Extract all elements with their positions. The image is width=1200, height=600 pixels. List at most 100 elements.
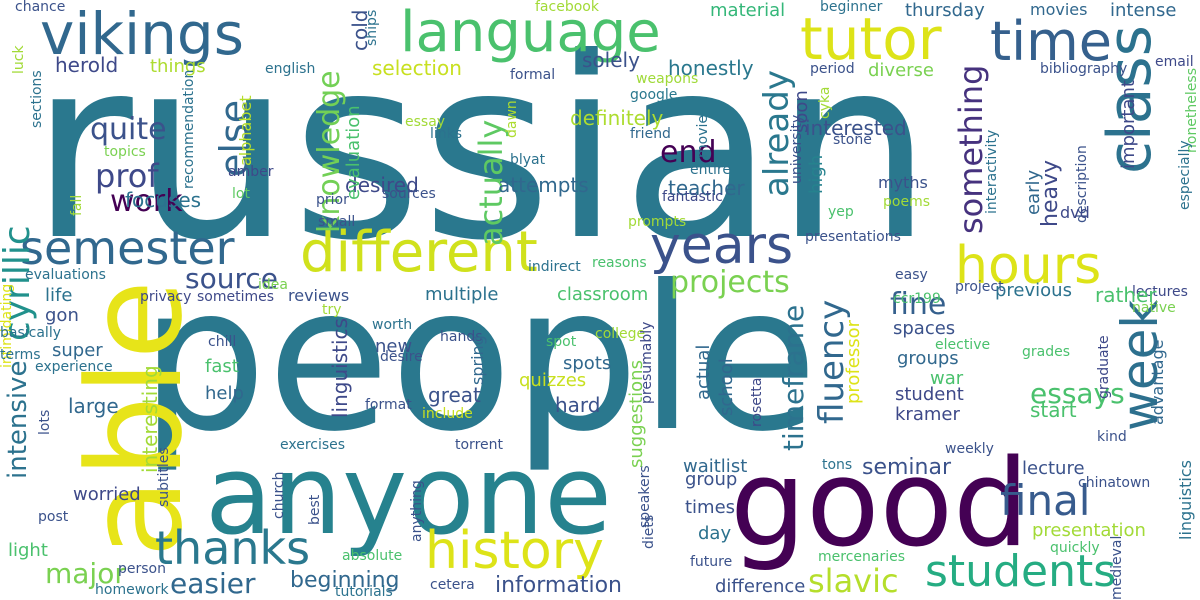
word-reasons: reasons	[592, 255, 647, 271]
word-best: best	[307, 494, 323, 525]
word-presentations: presentations	[805, 229, 901, 245]
word-dawn: dawn	[504, 100, 520, 138]
word-subtitles: subtitles	[156, 447, 172, 507]
word-easy: easy	[895, 267, 928, 283]
word-medieval: medieval	[1109, 535, 1125, 600]
word-great: great	[428, 383, 481, 407]
word-waitlist: waitlist	[683, 456, 748, 477]
word-quickly: quickly	[1050, 540, 1100, 556]
word-gon: gon	[45, 305, 79, 326]
word-future: future	[690, 554, 733, 570]
word-multiple: multiple	[425, 284, 499, 305]
word-teacher: teacher	[668, 176, 745, 200]
word-hard: hard	[555, 393, 601, 417]
word-chill: chill	[208, 334, 237, 350]
word-sometimes: sometimes	[197, 289, 275, 305]
word-school: school	[716, 358, 737, 416]
word-hands: hands	[440, 329, 483, 345]
word-experience: experience	[35, 359, 113, 375]
word-high: high	[806, 154, 827, 194]
word-project: project	[955, 279, 1004, 295]
word-source: source	[185, 262, 278, 295]
word-native: native	[1132, 300, 1176, 316]
word-anyone: anyone	[205, 431, 612, 559]
word-fall: fall	[69, 194, 85, 216]
word-able: able	[59, 279, 211, 558]
word-tons: tons	[822, 457, 853, 473]
word-desired: desired	[345, 173, 419, 197]
word-bibliography: bibliography	[1040, 61, 1128, 77]
word-vikings: vikings	[40, 0, 244, 68]
word-people: people	[140, 243, 818, 476]
word-things: things	[150, 56, 206, 77]
word-honestly: honestly	[668, 56, 754, 80]
word-entire: entire	[690, 162, 731, 178]
word-sources: sources	[382, 186, 436, 202]
word-prof: prof	[95, 157, 159, 195]
word-soon: soon	[791, 90, 812, 133]
word-solely: solely	[582, 48, 640, 72]
word-small: small	[318, 214, 356, 230]
word-essays: essays	[1030, 377, 1125, 410]
word-interactivity: interactivity	[984, 129, 1000, 214]
word-spring: spring	[468, 335, 487, 385]
word-movie: movie	[695, 115, 711, 158]
word-weapons: weapons	[636, 71, 699, 87]
word-linguistics: linguistics	[328, 318, 352, 418]
word-chinatown: chinatown	[1078, 475, 1151, 491]
word-worried: worried	[73, 484, 141, 505]
word-spot: spot	[546, 334, 577, 350]
word-definitely: definitely	[570, 106, 664, 130]
word-group: group	[685, 469, 738, 490]
word-alphabet: alphabet	[236, 95, 255, 166]
word-final: final	[1000, 476, 1091, 525]
word-intensive: intensive	[3, 360, 33, 479]
word-movies: movies	[1030, 0, 1088, 19]
word-luck: luck	[11, 45, 27, 74]
word-links: links	[430, 126, 463, 142]
word-information: information	[495, 573, 622, 598]
word-thanks: thanks	[155, 521, 311, 575]
word-lectures: lectures	[1132, 284, 1188, 300]
word-ships: ships	[364, 9, 380, 46]
word-day: day	[698, 523, 732, 544]
word-blyat: blyat	[510, 152, 546, 168]
word-lecture: lecture	[1022, 458, 1085, 479]
word-linguistics: linguistics	[1176, 460, 1195, 540]
word-time: time	[990, 10, 1113, 73]
word-selection: selection	[372, 56, 462, 80]
word-ccr199: ccr199	[893, 291, 941, 307]
word-intense: intense	[1110, 0, 1177, 21]
word-elective: elective	[935, 337, 991, 353]
word-tutorials: tutorials	[335, 584, 393, 600]
word-fast: fast	[205, 356, 239, 377]
word-new: new	[375, 336, 413, 357]
word-years: years	[650, 216, 794, 276]
word-rather: rather	[1095, 283, 1157, 307]
word-indirect: indirect	[528, 259, 581, 275]
word-seminar: seminar	[862, 455, 952, 480]
word-material: material	[710, 0, 786, 21]
word-weekly: weekly	[945, 441, 994, 457]
word-try: try	[322, 302, 342, 318]
word-herold: herold	[55, 53, 119, 77]
word-privacy: privacy	[140, 289, 192, 305]
word-graduate: graduate	[1096, 335, 1112, 399]
word-period: period	[810, 61, 855, 77]
word-google: google	[630, 87, 678, 103]
word-times: times	[685, 497, 736, 518]
word-help: help	[205, 383, 244, 404]
word-classroom: classroom	[557, 284, 649, 305]
word-work: work	[110, 184, 183, 219]
word-poems: poems	[883, 194, 930, 210]
word-professor: professor	[843, 319, 864, 404]
word-history: history	[425, 521, 604, 581]
word-english: english	[265, 61, 316, 77]
word-presentation: presentation	[1032, 520, 1146, 541]
word-format: format	[365, 397, 412, 413]
word-knowledge: knowledge	[312, 70, 347, 233]
word-suggestions: suggestions	[626, 360, 647, 468]
word-projects: projects	[670, 265, 790, 300]
word-thursday: thursday	[905, 0, 985, 21]
